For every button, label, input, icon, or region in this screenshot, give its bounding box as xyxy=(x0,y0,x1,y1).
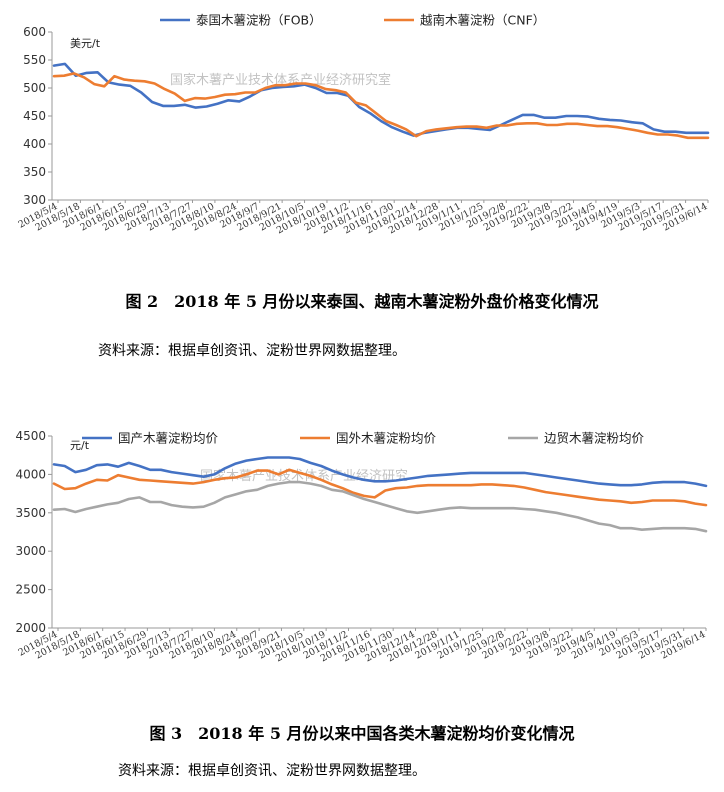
y-tick-label: 400 xyxy=(23,137,46,151)
figure-3-caption: 图 3 2018 年 5 月份以来中国各类木薯淀粉均价变化情况 xyxy=(149,724,575,743)
y-unit-label: 美元/t xyxy=(70,37,101,50)
y-tick-label: 4500 xyxy=(15,429,46,443)
y-tick-label: 2000 xyxy=(15,621,46,635)
series-line-2 xyxy=(52,480,708,533)
y-tick-label: 4000 xyxy=(15,467,46,481)
series-line-1 xyxy=(52,468,708,507)
y-tick-label: 500 xyxy=(23,81,46,95)
y-unit-label: 元/t xyxy=(70,439,90,452)
legend-label-0: 国产木薯淀粉均价 xyxy=(118,431,219,446)
y-tick-label: 300 xyxy=(23,193,46,207)
y-tick-label: 550 xyxy=(23,53,46,67)
watermark-text: 国家木薯产业技术体系产业经济研究室 xyxy=(170,72,391,88)
legend-label-0: 泰国木薯淀粉（FOB） xyxy=(196,13,322,28)
y-tick-label: 3500 xyxy=(15,506,46,520)
figure-3-source: 资料来源：根据卓创资讯、淀粉世界网数据整理。 xyxy=(118,763,426,779)
series-line-0 xyxy=(52,62,710,137)
y-tick-label: 450 xyxy=(23,109,46,123)
y-tick-label: 2500 xyxy=(15,583,46,597)
y-tick-label: 600 xyxy=(23,25,46,39)
legend-label-1: 国外木薯淀粉均价 xyxy=(336,431,437,446)
chart-thai-vietnam-starch-price: 3003504004505005506002018/5/42018/5/1820… xyxy=(17,13,710,237)
legend-label-1: 越南木薯淀粉（CNF） xyxy=(420,13,545,28)
figure-2-source: 资料来源：根据卓创资讯、淀粉世界网数据整理。 xyxy=(98,343,406,359)
chart-china-starch-average-price: 2000250030003500400045002018/5/42018/5/1… xyxy=(15,429,708,664)
y-tick-label: 3000 xyxy=(15,544,46,558)
y-tick-label: 350 xyxy=(23,165,46,179)
legend-label-2: 边贸木薯淀粉均价 xyxy=(544,431,645,446)
series-line-0 xyxy=(52,456,708,488)
figure-2-caption: 图 2 2018 年 5 月份以来泰国、越南木薯淀粉外盘价格变化情况 xyxy=(125,292,599,311)
series-line-1 xyxy=(52,72,710,140)
